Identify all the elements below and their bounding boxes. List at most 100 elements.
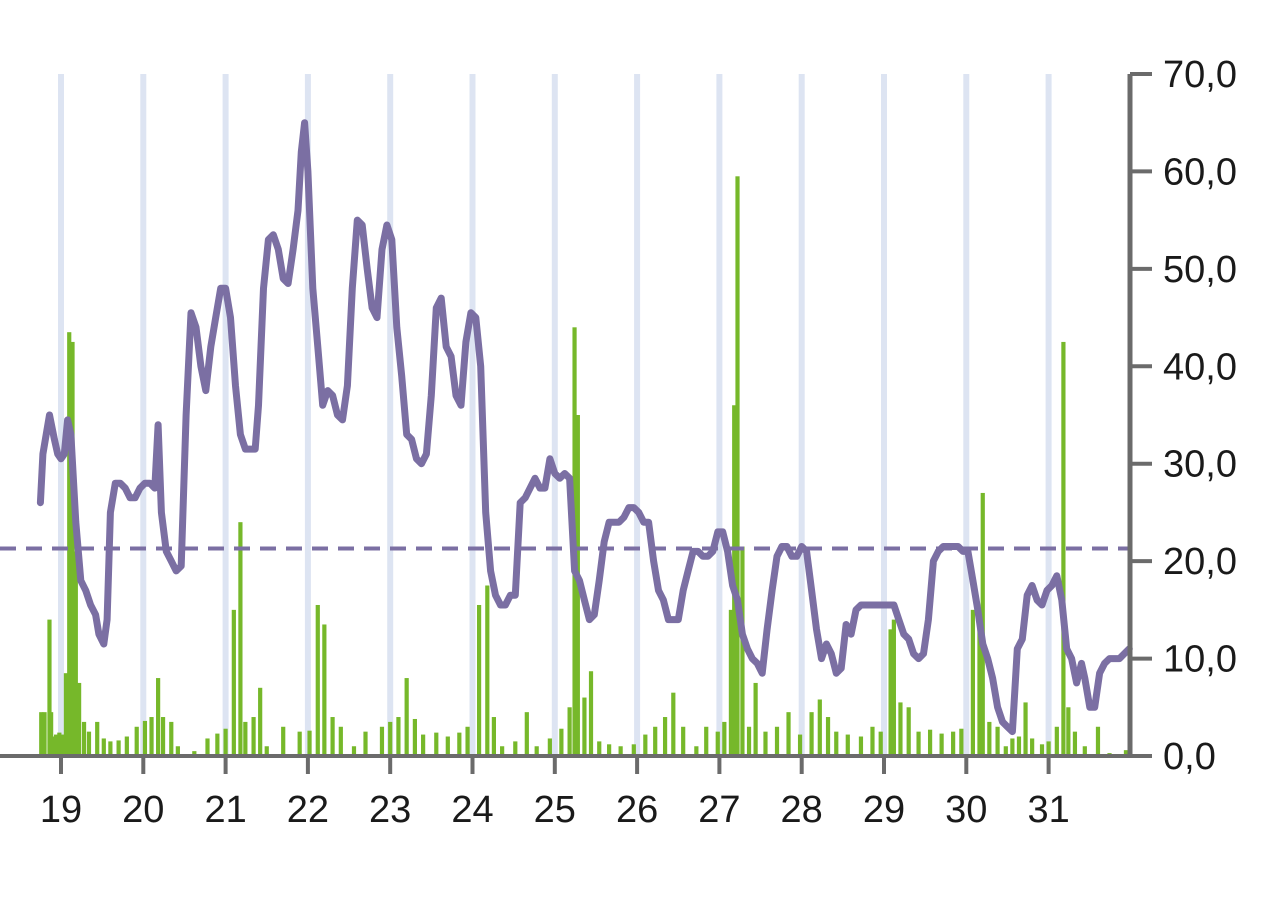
bar [73, 551, 78, 756]
y-tick-label: 40,0 [1163, 346, 1237, 388]
bar [215, 733, 220, 756]
bar [116, 740, 121, 756]
bar [47, 619, 52, 756]
bar [149, 717, 154, 756]
y-tick-label: 70,0 [1163, 54, 1237, 96]
bar [898, 702, 903, 756]
bar [817, 699, 822, 756]
bar [1030, 738, 1035, 756]
bar [834, 731, 839, 756]
bar [238, 522, 243, 756]
bar [70, 341, 75, 756]
y-tick-label: 60,0 [1163, 151, 1237, 193]
bar [108, 741, 113, 756]
bar [1123, 750, 1129, 756]
bar [231, 609, 236, 756]
bar [939, 733, 944, 756]
bar [1072, 731, 1078, 756]
bar [322, 624, 327, 756]
x-tick-label: 26 [616, 789, 658, 831]
bar [607, 744, 612, 756]
bar [315, 604, 320, 756]
bar [379, 726, 385, 756]
bar [476, 604, 482, 756]
y-tick-label: 30,0 [1163, 444, 1237, 486]
bar [1066, 707, 1071, 756]
bar [906, 707, 911, 756]
bar [559, 728, 564, 756]
line-series-group [36, 119, 1133, 736]
y-tick-label: 0,0 [1163, 736, 1216, 778]
bar [457, 732, 462, 756]
bar [1046, 741, 1051, 756]
y-tick-label: 20,0 [1163, 541, 1237, 583]
bar [809, 712, 814, 756]
x-tick-label: 20 [122, 789, 164, 831]
bar [264, 746, 269, 756]
bar [753, 682, 758, 756]
bar [746, 726, 752, 756]
bar [524, 712, 529, 756]
bar [86, 731, 92, 756]
bar [704, 726, 709, 756]
bar [1003, 746, 1008, 756]
bar [970, 609, 975, 756]
bar [63, 673, 69, 756]
bar [67, 332, 72, 756]
bar [95, 721, 100, 756]
x-tick-label: 22 [287, 789, 329, 831]
bar [858, 736, 864, 756]
bar [297, 731, 302, 756]
bar [845, 734, 850, 756]
bar [722, 721, 727, 756]
bar [307, 730, 312, 756]
bar [916, 731, 921, 756]
bar [735, 176, 740, 757]
bar [134, 726, 139, 756]
bar [1054, 726, 1059, 756]
bar [42, 712, 47, 756]
bar [951, 731, 956, 756]
bar [870, 726, 875, 756]
bar [662, 717, 668, 756]
bar [653, 726, 658, 756]
bar [124, 736, 129, 756]
bar [1023, 702, 1028, 756]
bar [156, 678, 161, 756]
bar [363, 731, 368, 756]
bar [927, 729, 933, 756]
bar [995, 726, 1000, 756]
bar [223, 728, 228, 756]
bar [39, 712, 44, 756]
bar [388, 721, 393, 756]
bar [57, 732, 62, 756]
bar [500, 746, 505, 756]
bar [445, 736, 450, 756]
bar [101, 738, 106, 756]
x-tick-label: 31 [1027, 789, 1069, 831]
bar [50, 736, 55, 756]
x-tick-label: 27 [698, 789, 740, 831]
bar [243, 721, 248, 756]
bar [1082, 746, 1087, 756]
bar [330, 717, 335, 756]
grid-lines [58, 74, 1052, 756]
bar [631, 744, 636, 756]
axes: 19 20 21 22 23 24 25 26 27 28 29 30 31 0,0 10,0 20,0 30,… [0, 54, 1237, 831]
bar [547, 738, 552, 756]
x-tick-label: 23 [369, 789, 411, 831]
bar [192, 751, 197, 756]
bar [694, 746, 699, 756]
bar [205, 738, 210, 756]
bar [643, 734, 648, 756]
bar [53, 734, 59, 756]
bar [891, 619, 896, 756]
bar [786, 712, 791, 756]
bar [681, 726, 686, 756]
bar [878, 731, 883, 756]
x-tick-label: 24 [451, 789, 493, 831]
bar [404, 678, 409, 756]
bar [588, 671, 594, 756]
